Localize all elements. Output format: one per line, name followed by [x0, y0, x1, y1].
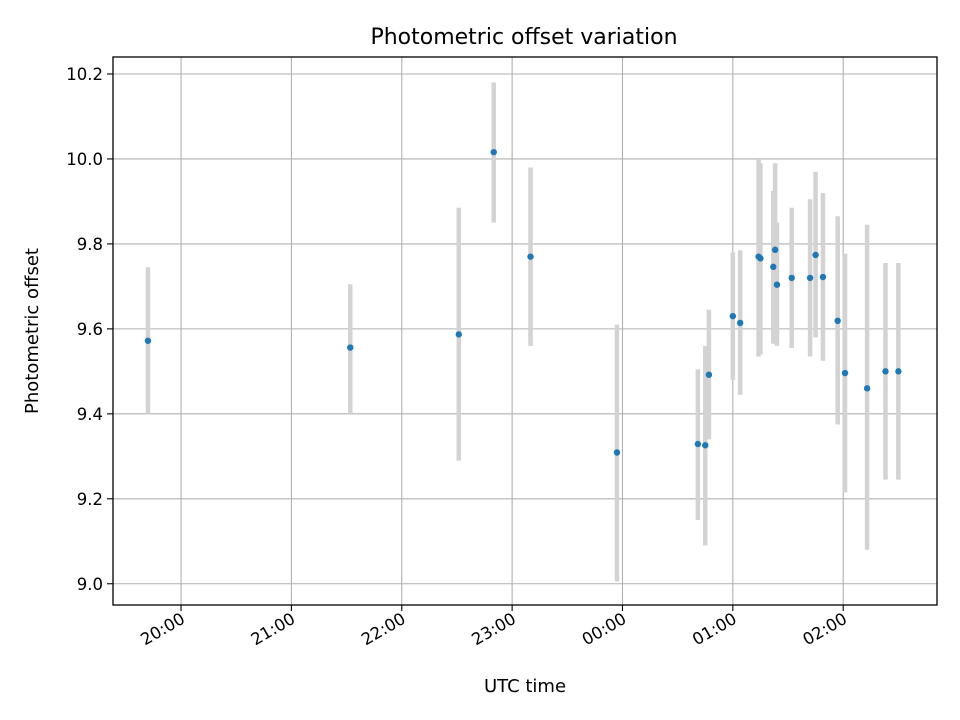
x-tick-label: 23:00: [468, 609, 519, 649]
data-point: [882, 368, 889, 375]
data-point: [771, 246, 779, 254]
data-points: [144, 148, 902, 456]
data-point: [757, 255, 764, 262]
data-point: [863, 385, 871, 392]
data-point: [694, 440, 702, 448]
data-point: [144, 337, 152, 344]
data-point: [834, 317, 841, 325]
data-point: [895, 368, 902, 375]
error-bars: [145, 82, 901, 582]
data-point: [527, 253, 534, 260]
y-tick-label: 9.8: [77, 235, 103, 254]
y-tick-label: 10.2: [66, 65, 103, 84]
data-point: [788, 274, 795, 282]
y-tick-label: 10.0: [66, 150, 103, 169]
y-tick-label: 9.6: [77, 320, 103, 339]
data-point: [347, 344, 354, 351]
y-tick-label: 9.2: [77, 490, 103, 509]
data-point: [705, 371, 713, 378]
data-point: [613, 449, 621, 456]
x-tick-label: 00:00: [579, 609, 630, 649]
x-tick-label: 01:00: [689, 609, 740, 649]
data-point: [819, 273, 827, 281]
x-tick-label: 22:00: [358, 609, 409, 649]
chart-title: Photometric offset variation: [370, 25, 677, 50]
x-axis-label: UTC time: [484, 676, 566, 697]
data-point: [702, 442, 709, 449]
data-point: [812, 251, 819, 259]
data-point: [736, 319, 744, 327]
data-point: [455, 331, 462, 338]
x-tick-label: 20:00: [137, 609, 188, 649]
x-tick-label: 21:00: [248, 609, 299, 649]
y-tick-label: 9.0: [77, 575, 103, 594]
data-point: [770, 263, 777, 271]
data-point: [490, 148, 497, 156]
data-point: [806, 274, 814, 282]
x-tick-label: 02:00: [800, 609, 851, 649]
y-tick-label: 9.4: [77, 405, 103, 424]
data-point: [841, 369, 849, 377]
plot-frame: [112, 56, 938, 606]
data-point: [729, 312, 737, 320]
y-axis-label: Photometric offset: [22, 248, 43, 414]
data-point: [773, 281, 781, 288]
